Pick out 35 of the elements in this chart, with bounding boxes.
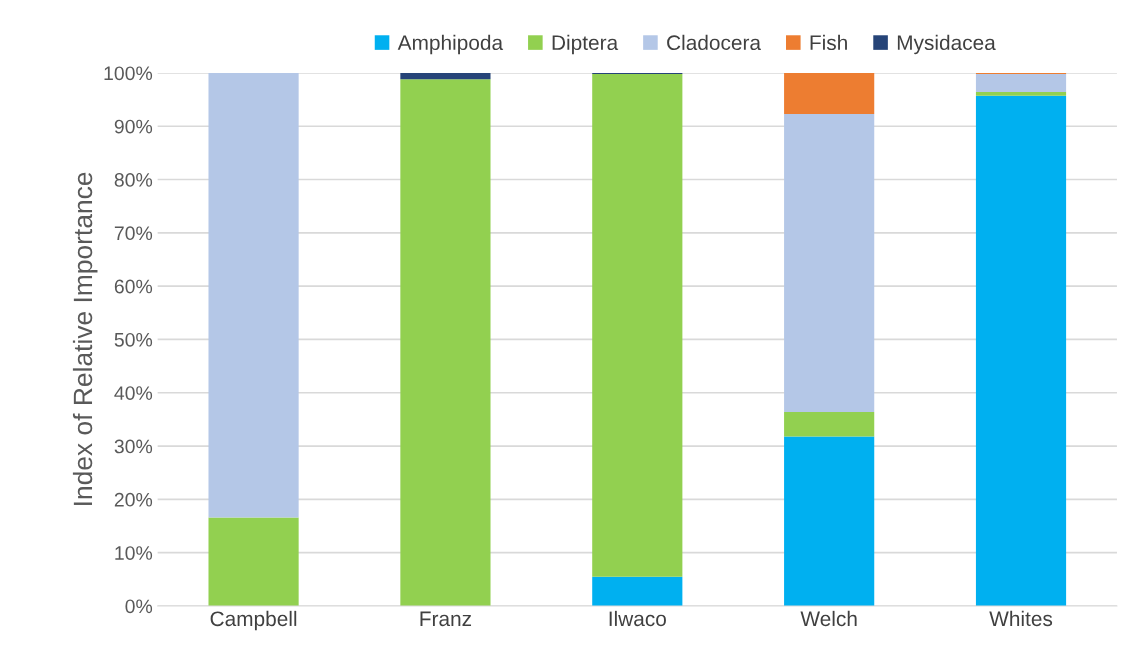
bar: [784, 436, 875, 606]
x-tick-label: Franz: [420, 611, 472, 627]
bar: [784, 72, 875, 114]
x-tick-label: Campbell: [210, 610, 297, 631]
bar: [592, 74, 683, 577]
legend-label: Diptera: [552, 34, 619, 55]
bar: [975, 92, 1067, 96]
legend-label: Cladocera: [667, 34, 762, 51]
y-tick-label: 90%: [114, 119, 153, 134]
y-tick-label: 100%: [104, 66, 153, 81]
y-tick-label: 10%: [115, 546, 153, 560]
y-tick-label: 0%: [125, 599, 153, 614]
y-tick-label: 40%: [114, 386, 153, 400]
y-tick-label: 20%: [114, 492, 153, 507]
x-tick-label: Ilwaco: [609, 610, 666, 627]
bar: [400, 79, 491, 606]
x-tick-label: Welch: [800, 610, 857, 627]
y-tick-label: 30%: [114, 439, 153, 454]
bar: [975, 74, 1067, 93]
y-axis-title: Index of Relative Importance: [72, 172, 98, 505]
y-tick-label: 50%: [114, 332, 153, 347]
x-tick-label: Whites: [989, 610, 1053, 627]
legend-label: Amphipoda: [397, 34, 504, 55]
y-tick-label: 60%: [114, 279, 153, 294]
bar: [784, 113, 875, 412]
y-tick-label: 70%: [114, 226, 153, 241]
bar: [208, 517, 299, 606]
y-tick-label: 80%: [114, 173, 153, 187]
legend-label: Fish: [810, 34, 847, 51]
bar: [592, 576, 683, 606]
bar: [400, 72, 491, 80]
bar: [975, 95, 1067, 606]
bar: [208, 72, 299, 518]
legend-label: Mysidacea: [897, 34, 996, 55]
bar: [784, 411, 875, 437]
